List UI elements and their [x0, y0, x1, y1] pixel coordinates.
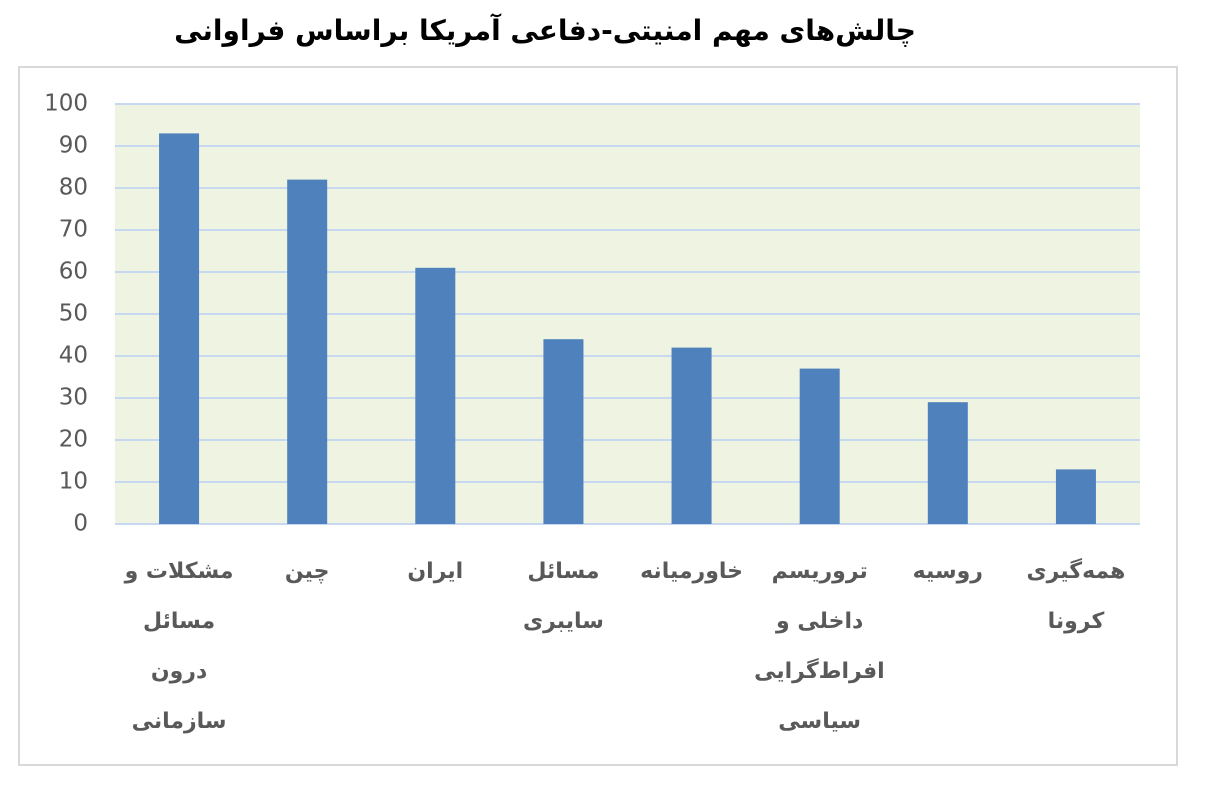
- bar: [799, 368, 840, 524]
- y-tick-label: 10: [59, 469, 88, 495]
- y-tick-label: 40: [59, 343, 88, 369]
- y-tick-label: 30: [59, 385, 88, 411]
- x-tick-label: تروریسم داخلی و افراط‌گرایی سیاسی: [754, 559, 885, 734]
- y-tick-label: 20: [59, 427, 88, 453]
- y-tick-label: 90: [59, 133, 88, 159]
- bar: [415, 267, 456, 524]
- bar: [543, 339, 584, 524]
- y-tick-label: 60: [59, 259, 88, 285]
- bar: [927, 402, 968, 524]
- x-tick-label: روسیه: [912, 559, 983, 584]
- bar: [671, 347, 712, 524]
- y-tick-label: 50: [59, 301, 88, 327]
- bar: [159, 133, 200, 524]
- x-tick-label: ایران: [407, 559, 464, 584]
- bar: [1055, 469, 1096, 524]
- chart-frame: [18, 66, 1178, 766]
- x-tick-label: همه‌گیری کرونا: [1026, 559, 1126, 634]
- y-tick-label: 0: [73, 511, 88, 537]
- x-tick-label: خاورمیانه: [640, 559, 744, 584]
- chart-title: چالش‌های مهم امنیتی-دفاعی آمریکا براساس …: [174, 14, 916, 47]
- x-tick-label: چین: [284, 559, 330, 584]
- bar: [287, 179, 328, 524]
- y-tick-label: 70: [59, 217, 88, 243]
- x-tick-label: مشکلات و مسائل درون سازمانی: [124, 559, 234, 734]
- x-tick-label: مسائل سایبری: [522, 559, 604, 634]
- y-tick-label: 100: [44, 91, 88, 117]
- y-tick-label: 80: [59, 175, 88, 201]
